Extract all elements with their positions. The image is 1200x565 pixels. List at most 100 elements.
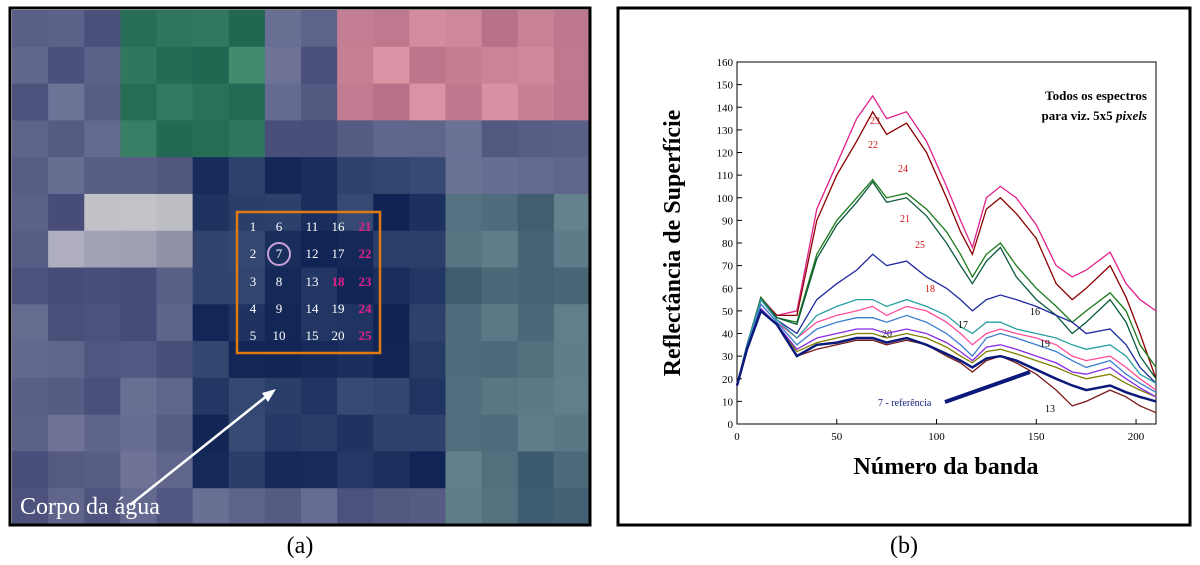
y-tick-label: 70 bbox=[722, 261, 734, 273]
spectrum-line bbox=[736, 298, 1157, 386]
y-tick-label: 160 bbox=[717, 57, 734, 69]
image-pixel bbox=[517, 451, 555, 489]
image-pixel bbox=[409, 341, 446, 379]
image-pixel bbox=[445, 46, 483, 85]
image-pixel bbox=[301, 377, 338, 416]
image-pixel bbox=[48, 46, 85, 85]
image-pixel bbox=[192, 193, 230, 232]
y-tick-label: 20 bbox=[722, 374, 734, 386]
image-pixel bbox=[445, 83, 483, 121]
image-pixel bbox=[409, 488, 446, 526]
image-pixel bbox=[48, 120, 85, 158]
image-pixel bbox=[228, 451, 266, 489]
image-pixel bbox=[192, 304, 230, 342]
image-pixel bbox=[156, 414, 194, 452]
image-pixel bbox=[553, 451, 591, 489]
series-label: 19 bbox=[1040, 339, 1050, 350]
panel-a-frame bbox=[8, 6, 592, 527]
pixel-label: 4 bbox=[250, 301, 257, 316]
image-pixel bbox=[48, 230, 85, 268]
caption: (a) bbox=[287, 533, 314, 559]
pixel-label: 9 bbox=[276, 301, 283, 316]
image-pixel bbox=[84, 267, 121, 305]
image-pixel bbox=[264, 10, 302, 48]
image-pixel bbox=[192, 83, 230, 121]
image-pixel bbox=[228, 157, 266, 195]
spectrum-line bbox=[736, 180, 1157, 386]
image-pixel bbox=[301, 230, 338, 268]
image-pixel bbox=[517, 341, 555, 379]
image-pixel bbox=[120, 120, 157, 158]
image-pixel bbox=[228, 304, 266, 342]
x-tick-label: 200 bbox=[1128, 431, 1145, 443]
image-pixel bbox=[517, 488, 555, 526]
pixel-label: 5 bbox=[250, 328, 257, 343]
image-pixel bbox=[445, 230, 483, 268]
pixel-label: 13 bbox=[306, 274, 319, 289]
series-label: 20 bbox=[882, 329, 892, 340]
image-pixel bbox=[301, 414, 338, 452]
image-pixel bbox=[337, 414, 374, 452]
image-pixel bbox=[481, 230, 519, 268]
image-pixel bbox=[156, 267, 194, 305]
image-pixel bbox=[156, 488, 194, 526]
image-pixel bbox=[517, 193, 555, 232]
image-pixel bbox=[409, 230, 446, 268]
image-pixel bbox=[373, 377, 410, 416]
image-pixel bbox=[120, 341, 157, 379]
image-pixel bbox=[12, 341, 49, 379]
series-label: 22 bbox=[868, 140, 878, 151]
image-pixel bbox=[409, 377, 446, 416]
arrow-head bbox=[262, 389, 276, 402]
image-pixel bbox=[481, 83, 519, 121]
image-pixel bbox=[156, 83, 194, 121]
image-pixel bbox=[12, 267, 49, 305]
image-pixel bbox=[120, 83, 157, 121]
image-pixel bbox=[120, 267, 157, 305]
image-pixel bbox=[12, 377, 49, 416]
image-pixel bbox=[337, 451, 374, 489]
pixel-label: 25 bbox=[359, 328, 373, 343]
image-pixel bbox=[373, 341, 410, 379]
image-pixel bbox=[84, 341, 121, 379]
image-pixel bbox=[48, 414, 85, 452]
y-tick-label: 130 bbox=[717, 125, 734, 137]
pixel-label: 12 bbox=[306, 246, 319, 261]
image-pixel bbox=[120, 230, 157, 268]
image-pixel bbox=[120, 157, 157, 195]
image-pixel bbox=[228, 120, 266, 158]
pixel-label: 3 bbox=[250, 274, 257, 289]
image-pixel bbox=[156, 304, 194, 342]
y-tick-label: 80 bbox=[722, 238, 734, 250]
image-pixel bbox=[228, 46, 266, 85]
image-pixel bbox=[373, 46, 410, 85]
image-pixel bbox=[553, 46, 591, 85]
image-pixel bbox=[373, 451, 410, 489]
spectrum-line bbox=[736, 253, 1157, 386]
image-pixel bbox=[481, 488, 519, 526]
image-pixel bbox=[120, 414, 157, 452]
image-pixel bbox=[228, 267, 266, 305]
image-pixel bbox=[192, 10, 230, 48]
spectrum-line bbox=[736, 302, 1157, 393]
image-pixel bbox=[301, 120, 338, 158]
series-label: 18 bbox=[925, 284, 935, 295]
image-pixel bbox=[373, 304, 410, 342]
image-pixel bbox=[120, 377, 157, 416]
image-pixel bbox=[192, 120, 230, 158]
image-pixel bbox=[264, 414, 302, 452]
image-pixel bbox=[517, 46, 555, 85]
image-pixel bbox=[409, 451, 446, 489]
image-pixel bbox=[373, 157, 410, 195]
image-pixel bbox=[445, 488, 483, 526]
pixel-label: 19 bbox=[332, 301, 345, 316]
image-pixel bbox=[156, 157, 194, 195]
image-pixel bbox=[228, 230, 266, 268]
image-pixel bbox=[12, 230, 49, 268]
image-pixel bbox=[553, 83, 591, 121]
image-pixel bbox=[553, 488, 591, 526]
image-pixel bbox=[373, 10, 410, 48]
image-pixel bbox=[12, 193, 49, 232]
image-pixel bbox=[228, 10, 266, 48]
y-tick-label: 10 bbox=[722, 396, 734, 408]
